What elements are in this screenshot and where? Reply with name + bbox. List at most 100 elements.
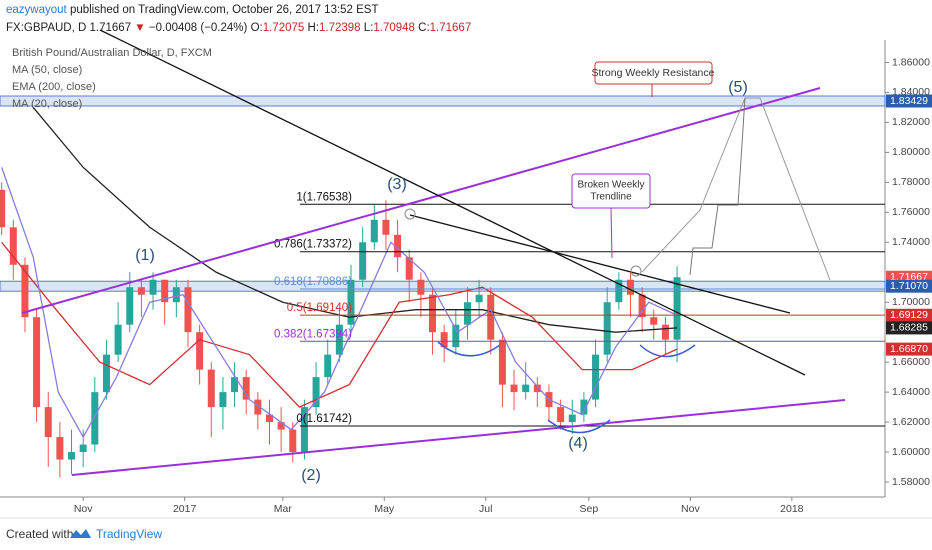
- publisher: eazywayout published on TradingView.com,…: [6, 4, 379, 16]
- annotation: Trendline: [590, 192, 632, 203]
- price-tag: [886, 321, 932, 335]
- fib-label: 0(1.61742): [296, 413, 352, 425]
- fib-label: 1(1.76538): [296, 191, 352, 203]
- candle-body: [44, 407, 52, 438]
- candle-body: [417, 279, 425, 295]
- logo: [70, 529, 91, 538]
- x-tick-label: Jul: [479, 503, 492, 515]
- wave-label: (4): [568, 435, 588, 452]
- symbol: FX:GBPAUD, D: [6, 22, 86, 34]
- candle-body: [219, 392, 227, 408]
- candle-body: [149, 279, 157, 295]
- candle-body: [394, 234, 402, 258]
- legend: EMA (200, close): [12, 81, 96, 93]
- candle-body: [9, 227, 17, 265]
- price-tag-label: 1.69129: [890, 309, 928, 321]
- open: O:: [251, 22, 263, 34]
- y-tick-label: 1.78000: [892, 176, 930, 188]
- trendline: [409, 214, 791, 314]
- indicator-line: [1, 241, 678, 408]
- candle-body: [324, 354, 332, 378]
- symbol-line: FX:GBPAUD, D 1.71667 ▼ −0.00408 (−0.24%)…: [6, 22, 471, 34]
- candle-body: [114, 324, 122, 355]
- candle-body: [463, 302, 471, 325]
- high-value: 1.72398: [319, 22, 361, 34]
- candle-body: [184, 287, 192, 333]
- candle-body: [254, 399, 262, 415]
- y-tick-label: 1.58000: [892, 476, 930, 488]
- shoulder: [437, 341, 501, 357]
- price-tag-label: 1.83429: [890, 95, 928, 107]
- wave-label: (2): [301, 467, 321, 484]
- zone: [0, 280, 886, 292]
- candle-body: [56, 437, 64, 460]
- price-tag-label: 1.68285: [890, 322, 928, 334]
- projection: [689, 97, 746, 276]
- lower-channel: [71, 399, 846, 476]
- trendline: [99, 29, 806, 376]
- candle-body: [359, 242, 367, 280]
- x-tick-label: Nov: [681, 503, 700, 515]
- candle-body: [172, 287, 180, 303]
- candle-body: [533, 384, 541, 393]
- candle-body: [626, 279, 634, 295]
- x-tick-label: 2018: [780, 503, 804, 515]
- candle-body: [0, 189, 6, 228]
- candle-body: [196, 332, 204, 370]
- price-tag: [886, 94, 932, 108]
- price-tag-label: 1.71070: [890, 280, 928, 292]
- candle-body: [347, 279, 355, 325]
- candle-body: [405, 257, 413, 280]
- candle-body: [638, 294, 646, 318]
- legend: MA (50, close): [12, 64, 82, 76]
- annotation: Strong Weekly Resistance: [592, 67, 715, 79]
- candle-body: [452, 324, 460, 348]
- candle-body: [498, 339, 506, 385]
- x-tick-label: Sep: [580, 503, 599, 515]
- y-tick-label: 1.74000: [892, 236, 930, 248]
- candle-body: [265, 414, 273, 423]
- change: −0.00408 (−0.24%): [149, 22, 248, 34]
- candle-body: [557, 407, 565, 423]
- candle-body: [137, 287, 145, 295]
- wave-label: (5): [728, 79, 748, 96]
- candle-body: [102, 354, 110, 393]
- candle-body: [382, 219, 390, 235]
- low: L:: [364, 22, 374, 34]
- close-value: 1.71667: [430, 22, 472, 34]
- fib-label: 0.382(1.67394): [274, 328, 352, 340]
- price-tag: [886, 308, 932, 322]
- candle-body: [580, 399, 588, 415]
- high: H:: [307, 22, 319, 34]
- annotation-pointer: [610, 207, 613, 259]
- fib-label: 0.786(1.73372): [274, 239, 352, 251]
- candle-body: [207, 369, 215, 408]
- y-tick-label: 1.86000: [892, 56, 930, 68]
- arrow: ▼: [134, 22, 145, 34]
- y-tick-label: 1.80000: [892, 146, 930, 158]
- author: eazywayout: [6, 4, 68, 16]
- candle-body: [510, 384, 518, 393]
- candle-body: [522, 384, 530, 393]
- wave-label: (1): [135, 247, 155, 264]
- candle-body: [487, 294, 495, 340]
- last: 1.71667: [90, 22, 132, 34]
- candle-body: [242, 377, 250, 400]
- candle-body: [603, 302, 611, 355]
- candle-body: [673, 277, 681, 340]
- published: published on TradingView.com, October 26…: [70, 4, 379, 16]
- x-tick-label: Nov: [74, 503, 93, 515]
- candle-body: [289, 429, 297, 453]
- y-tick-label: 1.70000: [892, 296, 930, 308]
- candle-body: [231, 377, 239, 393]
- shoulder: [639, 344, 696, 358]
- candle-body: [79, 444, 87, 453]
- candle-body: [592, 354, 600, 400]
- drawings: Strong Weekly Resistance Broken Weekly T…: [21, 29, 846, 484]
- y-tick-label: 1.76000: [892, 206, 930, 218]
- candle-body: [300, 407, 308, 453]
- candle-body: [161, 279, 169, 303]
- fib-label: 0.618(1.70886): [274, 276, 352, 288]
- candle-body: [68, 452, 76, 460]
